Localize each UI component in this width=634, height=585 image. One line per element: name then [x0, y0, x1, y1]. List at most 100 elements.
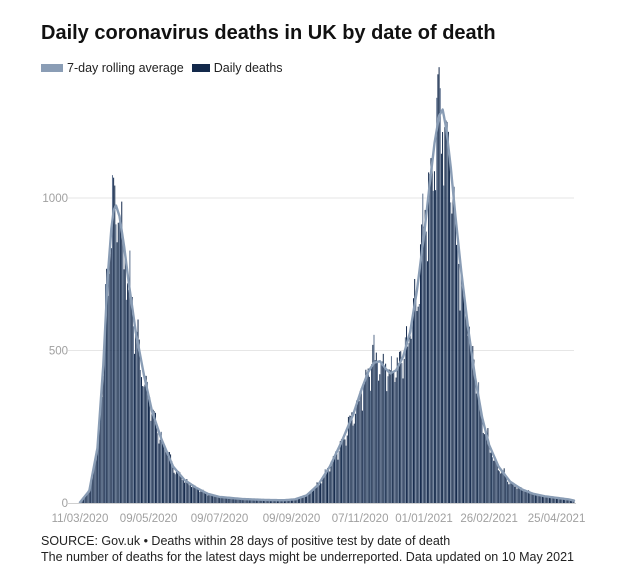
daily-deaths-bar [532, 495, 534, 503]
daily-deaths-bar [227, 497, 229, 503]
daily-deaths-bar [223, 498, 225, 503]
daily-deaths-bar [249, 499, 251, 503]
daily-deaths-bar [134, 353, 136, 503]
daily-deaths-bar [290, 499, 292, 503]
daily-deaths-bar [131, 297, 133, 503]
daily-deaths-bar [439, 88, 441, 503]
daily-deaths-bar [177, 471, 179, 503]
daily-deaths-bar [203, 491, 205, 503]
daily-deaths-bar [473, 359, 475, 503]
daily-deaths-bar [380, 362, 382, 503]
daily-deaths-bar [231, 499, 233, 503]
daily-deaths-bar [300, 496, 302, 503]
daily-deaths-bar [139, 369, 141, 503]
daily-deaths-bar [96, 445, 98, 503]
daily-deaths-bar [264, 500, 266, 503]
daily-deaths-bar [481, 417, 483, 503]
daily-deaths-bar [449, 159, 451, 504]
daily-deaths-bar [184, 482, 186, 503]
daily-deaths-bar [289, 500, 291, 503]
y-axis-labels: 0 500 1000 [42, 193, 68, 510]
daily-deaths-bar [366, 376, 368, 503]
daily-deaths-bar [555, 498, 557, 503]
daily-deaths-bar [400, 351, 402, 503]
daily-deaths-bar [338, 451, 340, 503]
daily-deaths-bar [217, 496, 219, 503]
daily-deaths-bar [463, 288, 464, 503]
daily-deaths-bar [196, 487, 198, 503]
daily-deaths-bar [435, 190, 437, 503]
daily-deaths-bar [98, 426, 100, 503]
source-line-1: SOURCE: Gov.uk • Deaths within 28 days o… [41, 534, 451, 548]
y-tick-label: 500 [49, 346, 68, 358]
daily-deaths-bar [189, 483, 191, 503]
daily-deaths-bar [372, 344, 374, 503]
daily-deaths-bar [557, 498, 559, 503]
daily-deaths-bar [351, 412, 353, 503]
daily-deaths-bar [253, 499, 255, 503]
daily-deaths-bar [539, 495, 541, 503]
daily-deaths-bar [270, 500, 272, 503]
daily-deaths-bar [474, 375, 476, 503]
daily-deaths-bar [215, 496, 217, 503]
daily-deaths-bar [243, 498, 245, 503]
source-line-2: The number of deaths for the latest days… [41, 550, 574, 564]
daily-deaths-bar [444, 126, 446, 504]
daily-deaths-bar [416, 311, 418, 503]
daily-deaths-bar [437, 74, 439, 503]
daily-deaths-bar [524, 491, 526, 503]
daily-deaths-bar [565, 499, 567, 503]
daily-deaths-bar [465, 316, 467, 503]
legend-item-daily-deaths: Daily deaths [191, 61, 283, 75]
daily-deaths-bar [129, 250, 131, 503]
daily-deaths-bar [550, 497, 552, 503]
daily-deaths-bar [475, 393, 477, 503]
daily-deaths-bar [154, 412, 156, 503]
daily-deaths-bar [460, 268, 462, 503]
daily-deaths-bar [393, 370, 395, 503]
daily-deaths-bar [538, 495, 540, 503]
y-tick-label: 0 [62, 498, 68, 510]
daily-deaths-bar [121, 201, 123, 503]
daily-deaths-bar [170, 454, 172, 503]
daily-deaths-bar [171, 460, 173, 503]
daily-deaths-bar [345, 445, 347, 503]
daily-deaths-bar [88, 489, 90, 503]
daily-deaths-bar [467, 335, 469, 503]
daily-deaths-bar [278, 500, 280, 503]
x-tick-label: 01/01/2021 [395, 513, 453, 525]
daily-deaths-bar [272, 500, 274, 503]
daily-deaths-bar [516, 488, 518, 503]
daily-deaths-bar [194, 485, 196, 503]
daily-deaths-bar [336, 453, 338, 503]
daily-deaths-bar [142, 386, 144, 503]
daily-deaths-bar [137, 319, 139, 503]
daily-deaths-bar [188, 485, 190, 503]
daily-deaths-bar [507, 481, 509, 503]
daily-deaths-bar [132, 326, 134, 503]
x-tick-label: 09/05/2020 [120, 513, 178, 525]
daily-deaths-bar [547, 497, 549, 503]
daily-deaths-bar [461, 286, 463, 503]
daily-deaths-bar [383, 367, 385, 503]
daily-deaths-bar [225, 497, 227, 503]
daily-deaths-bar [117, 222, 119, 503]
daily-deaths-bar [306, 494, 308, 503]
daily-deaths-bar [167, 451, 169, 503]
daily-deaths-bar [122, 237, 124, 503]
daily-deaths-bar [374, 360, 376, 503]
daily-deaths-bar [285, 499, 287, 503]
daily-deaths-bar [395, 377, 397, 503]
daily-deaths-bar [438, 67, 440, 504]
daily-deaths-bar [558, 498, 560, 503]
daily-deaths-bar [459, 310, 461, 503]
daily-deaths-bar [364, 379, 366, 503]
daily-deaths-bar [240, 498, 242, 503]
daily-deaths-bar [136, 331, 138, 503]
daily-deaths-bar [452, 185, 454, 503]
y-tick-label: 1000 [42, 193, 68, 205]
daily-deaths-bar [515, 486, 517, 503]
daily-deaths-bar [371, 364, 373, 503]
daily-deaths-bar [353, 423, 355, 503]
daily-deaths-bar [382, 353, 384, 503]
